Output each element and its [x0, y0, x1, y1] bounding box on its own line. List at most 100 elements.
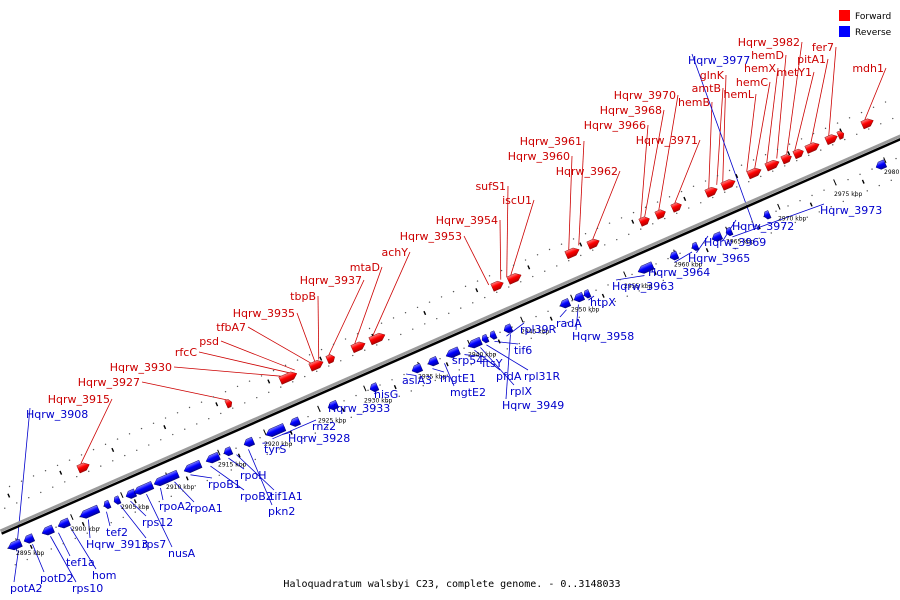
reverse-guide-dot [470, 363, 472, 366]
forward-guide-dot [524, 259, 527, 261]
tick-mark [120, 492, 124, 499]
forward-guide-dot [236, 385, 239, 388]
forward-guide-dot [608, 222, 611, 224]
gene-label-rnz2: rnz2 [312, 420, 336, 433]
label-connector [120, 505, 147, 539]
tick-label: 2955 kbp [624, 283, 652, 290]
forward-guide-dot [676, 212, 678, 215]
label-connector [13, 550, 19, 583]
label-connector [716, 87, 724, 185]
strand-tick [7, 493, 11, 498]
reverse-guide-dot [338, 421, 340, 424]
reverse-guide-dot [254, 458, 256, 461]
reverse-guide-dot [511, 326, 513, 328]
forward-guide-dot [464, 285, 467, 288]
reverse-gene-arrow [427, 356, 440, 367]
strand-tick [861, 179, 865, 184]
label-connector [674, 139, 701, 204]
reverse-guide-dot [86, 532, 88, 534]
tick-label: 2895 kbp [16, 550, 44, 557]
forward-guide-dot [380, 322, 383, 324]
forward-guide-dot [32, 475, 35, 477]
forward-guide-dot [368, 327, 371, 330]
forward-guide-dot [356, 333, 359, 335]
label-connector [480, 347, 515, 386]
gene-label-sufs1: sufS1 [475, 180, 506, 193]
forward-guide-dot [788, 143, 791, 145]
label-connector [328, 279, 365, 356]
forward-guide-dot [692, 185, 695, 188]
reverse-guide-dot [26, 558, 28, 561]
gene-label-hqrw_3971: Hqrw_3971 [636, 134, 698, 147]
forward-guide-dot [640, 228, 642, 230]
forward-guide-dot [548, 248, 551, 251]
forward-gene-arrow [792, 148, 804, 160]
gene-label-tif6: tif6 [514, 344, 532, 357]
forward-guide-dot [284, 364, 287, 367]
forward-guide-dot [824, 127, 827, 130]
reverse-guide-dot [847, 178, 849, 181]
tick-label: 2910 kbp [166, 484, 194, 491]
forward-guide-dot [484, 296, 486, 299]
gene-label-glnk: glnK [700, 69, 725, 82]
gene-label-hqrw_3954: Hqrw_3954 [436, 214, 498, 227]
reverse-guide-dot [530, 337, 532, 340]
forward-guide-dot [776, 148, 779, 151]
gene-label-hqrw_3933: Hqrw_3933 [328, 402, 390, 415]
tick-mark [217, 449, 221, 456]
reverse-guide-dot [122, 516, 124, 519]
gene-label-hqrw_3968: Hqrw_3968 [600, 104, 662, 117]
strand-tick [787, 151, 791, 156]
forward-gene-arrow [308, 360, 324, 372]
reverse-guide-dot [578, 316, 580, 318]
label-connector [220, 340, 295, 371]
strand-tick [549, 316, 553, 321]
forward-guide-dot [332, 343, 335, 346]
forward-guide-dot [124, 454, 126, 457]
reverse-guide-dot [434, 379, 436, 382]
forward-guide-dot [296, 359, 299, 361]
reverse-guide-dot [439, 358, 441, 360]
forward-gene-arrow [860, 118, 874, 130]
reverse-gene-arrow [265, 423, 287, 437]
reverse-guide-dot [710, 258, 712, 261]
gene-label-hqrw_3961: Hqrw_3961 [520, 135, 582, 148]
forward-guide-dot [860, 111, 863, 114]
gene-label-potd2: potD2 [40, 572, 74, 585]
label-connector [106, 511, 111, 527]
gene-label-iscu1: iscU1 [502, 194, 532, 207]
tick-label: 2930 kbp [364, 397, 392, 404]
reverse-gene-arrow [79, 504, 101, 519]
tick-mark [623, 271, 627, 278]
reverse-guide-dot [38, 553, 40, 555]
forward-guide-dot [20, 480, 23, 482]
reverse-guide-dot [662, 279, 664, 282]
label-connector [499, 219, 502, 280]
label-connector [786, 41, 803, 155]
forward-guide-dot [280, 386, 282, 388]
forward-gene-arrow [654, 209, 666, 220]
forward-guide-dot [800, 138, 803, 140]
gene-label-srp54: srp54 [452, 354, 483, 367]
strand-tick [29, 544, 33, 549]
reverse-guide-dot [859, 173, 861, 176]
label-connector [272, 419, 317, 440]
reverse-guide-dot [799, 200, 801, 202]
forward-guide-dot [104, 443, 107, 446]
forward-guide-dot [68, 459, 71, 461]
forward-gene-arrow [764, 159, 780, 172]
tick-mark [363, 385, 367, 392]
strand-tick [631, 219, 635, 224]
label-connector [559, 309, 567, 318]
forward-guide-dot [868, 128, 870, 130]
label-connector [505, 334, 511, 400]
label-connector [794, 71, 815, 151]
reverse-guide-dot [758, 237, 760, 239]
gene-label-hqrw_3953: Hqrw_3953 [400, 230, 462, 243]
forward-gene-arrow [746, 167, 762, 180]
forward-guide-dot [260, 375, 263, 377]
forward-guide-dot [728, 169, 731, 172]
gene-label-asla3: aslA3 [402, 374, 432, 387]
reverse-guide-dot [355, 394, 357, 397]
gene-label-pita1: pitA1 [797, 53, 826, 66]
